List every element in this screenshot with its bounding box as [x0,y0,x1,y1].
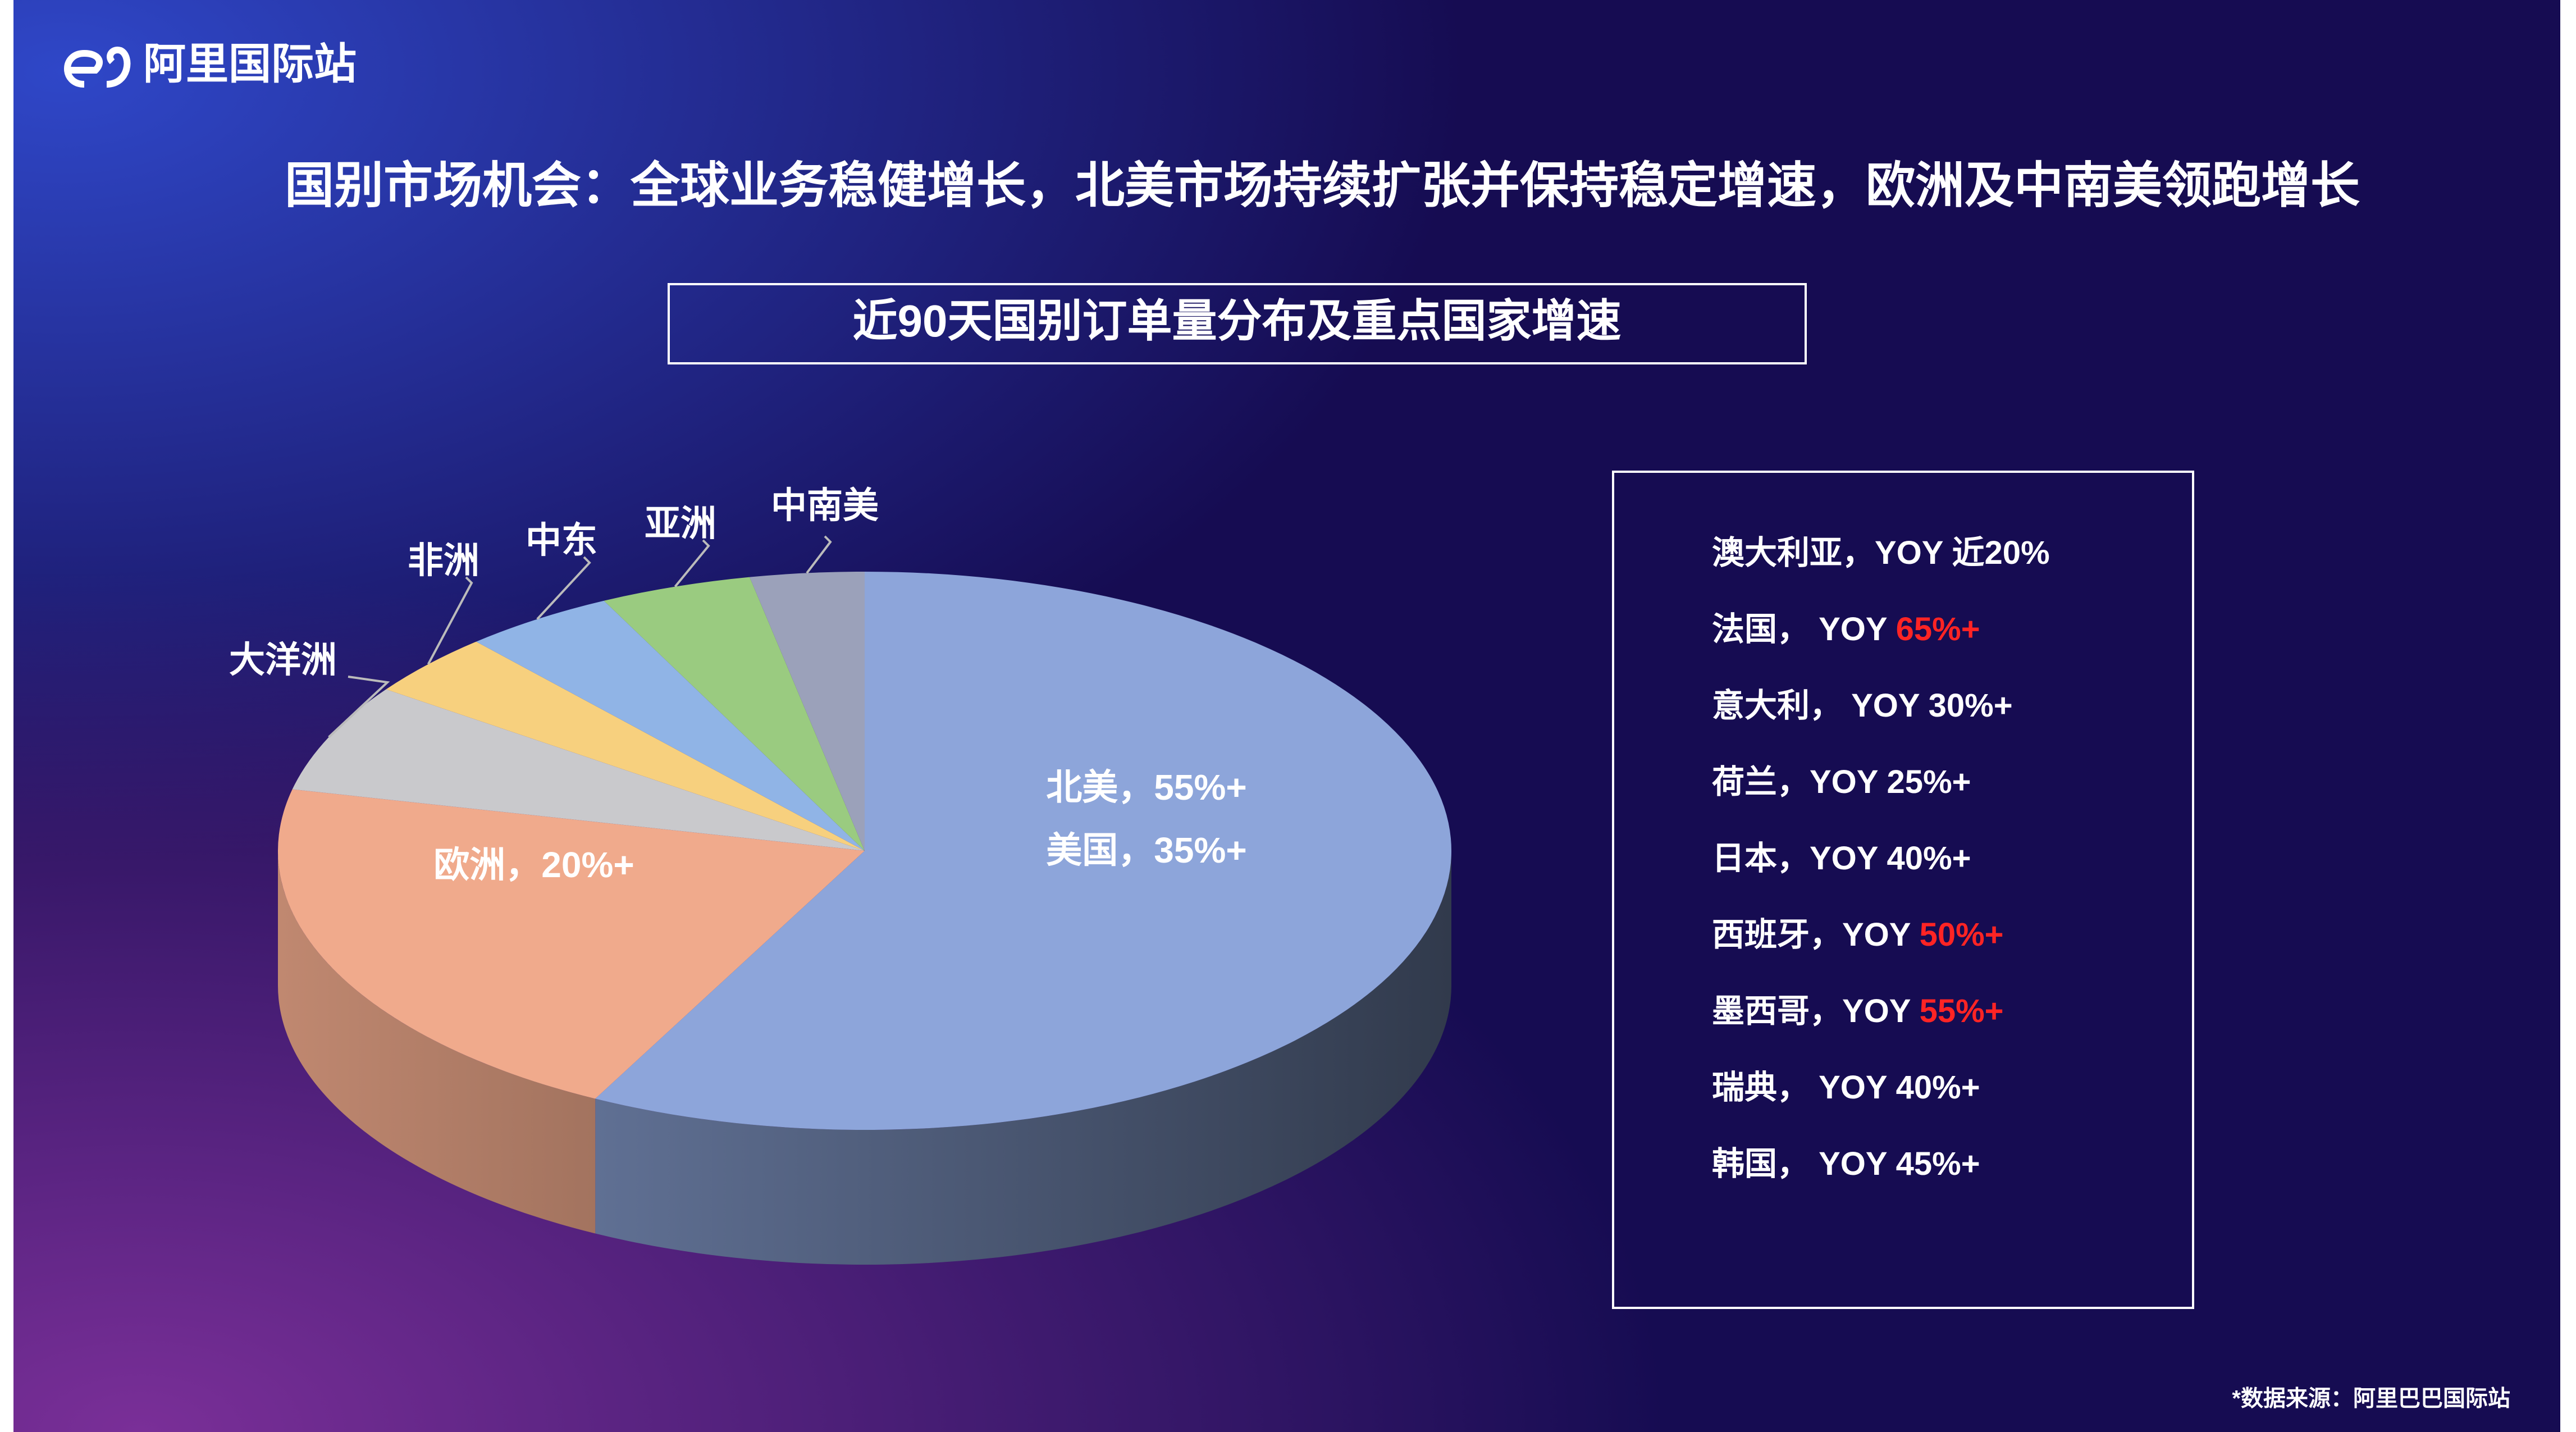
growth-item: 荷兰，YOY 25%+ [1712,764,1971,800]
category-label: 亚洲 [645,503,716,544]
slice-side [278,851,596,1234]
pie-slice [278,789,865,1099]
growth-highlight: 65%+ [1896,611,1980,647]
logo-text: 阿里国际站 [143,40,357,88]
leader-line [427,576,473,665]
value-label: 北美，55%+ [1046,767,1246,808]
growth-item: 意大利， YOY 30%+ [1712,687,2013,724]
chart-title: 近90天国别订单量分布及重点国家增速 [853,296,1622,346]
growth-box [1612,471,2194,1309]
slice-side [595,851,1451,1265]
growth-item: 墨西哥，YOY 55%+ [1712,993,2004,1029]
growth-text: 意大利， YOY 30%+ [1712,687,2013,724]
growth-item: 西班牙，YOY 50%+ [1712,916,2004,953]
growth-highlight: 55%+ [1920,993,2004,1029]
category-label: 大洋洲 [229,640,337,680]
leader-line [328,676,390,738]
growth-item: 瑞典， YOY 40%+ [1712,1069,1980,1106]
leader-line [536,556,591,620]
growth-text: 瑞典， YOY 40%+ [1712,1069,1980,1106]
annotation: 美国，35%+ [1046,830,1246,870]
pie-slice [750,572,865,851]
growth-text: 法国， YOY [1712,611,1896,647]
category-label: 中东 [526,520,597,560]
category-label: 中南美 [771,485,879,526]
leader-line [674,539,710,587]
pie-slice [386,641,865,851]
pie-slice [292,689,865,851]
value-label: 欧洲，20%+ [433,845,634,885]
chart-title-box [668,283,1807,364]
growth-item: 日本，YOY 40%+ [1712,840,1971,877]
source-note: *数据来源：阿里巴巴国际站 [2232,1387,2510,1411]
growth-text: 西班牙，YOY [1712,916,1920,953]
growth-item: 法国， YOY 65%+ [1712,611,1980,647]
growth-text: 日本，YOY 40%+ [1712,840,1971,877]
logo-icon [64,47,131,88]
page-title: 国别市场机会：全球业务稳健增长，北美市场持续扩张并保持稳定增速，欧洲及中南美领跑… [285,157,2360,213]
growth-item: 韩国， YOY 45%+ [1712,1146,1980,1182]
growth-item: 澳大利亚，YOY 近20% [1712,535,2050,571]
growth-text: 荷兰，YOY 25%+ [1712,764,1971,800]
pie-slice [595,572,1452,1130]
pie-slice [476,600,865,851]
growth-text: 墨西哥，YOY [1712,993,1920,1029]
category-label: 非洲 [408,540,479,581]
pie-slice [604,577,865,851]
growth-text: 澳大利亚，YOY 近20% [1712,535,2050,571]
growth-text: 韩国， YOY 45%+ [1712,1146,1980,1182]
growth-highlight: 50%+ [1920,916,2004,953]
leader-line [806,535,832,574]
